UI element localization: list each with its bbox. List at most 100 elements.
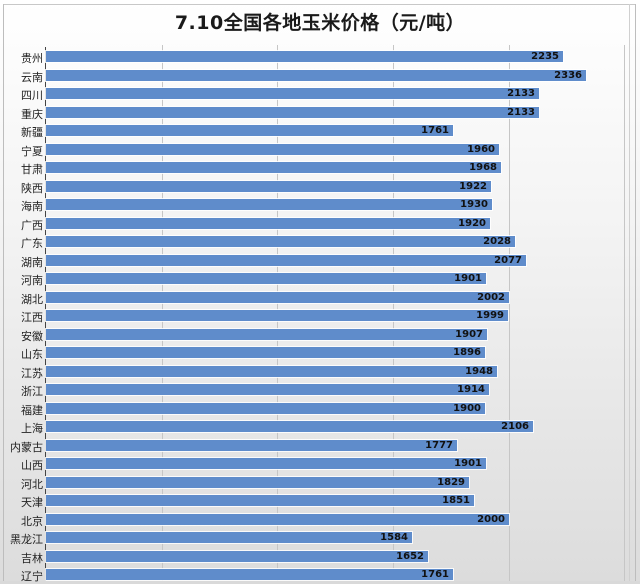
bar: [46, 107, 539, 118]
bar-row: 四川 2133: [0, 85, 640, 103]
category-label: 海南: [21, 198, 43, 214]
category-label: 广东: [21, 235, 43, 251]
category-label: 天津: [21, 494, 43, 510]
bar: [46, 347, 485, 358]
bar: [46, 403, 485, 414]
category-label: 四川: [21, 87, 43, 103]
data-label: 1999: [464, 310, 504, 321]
category-label: 重庆: [21, 106, 43, 122]
bar-row: 山东 1896: [0, 344, 640, 362]
bar-row: 江西 1999: [0, 307, 640, 325]
category-label: 辽宁: [21, 568, 43, 584]
data-label: 1914: [445, 384, 485, 395]
chart-title: 7.10全国各地玉米价格（元/吨）: [0, 8, 640, 35]
data-label: 1901: [442, 458, 482, 469]
data-label: 1901: [442, 273, 482, 284]
bar: [46, 144, 499, 155]
data-label: 1851: [430, 495, 470, 506]
bar-row: 北京 2000: [0, 511, 640, 529]
bar-row: 上海 2106: [0, 418, 640, 436]
bar: [46, 532, 412, 543]
category-label: 上海: [21, 420, 43, 436]
category-label: 江苏: [21, 365, 43, 381]
bar: [46, 384, 489, 395]
data-label: 2235: [519, 51, 559, 62]
bar-row: 广西 1920: [0, 215, 640, 233]
data-label: 2077: [482, 255, 522, 266]
category-label: 陕西: [21, 180, 43, 196]
data-label: 1777: [413, 440, 453, 451]
bar: [46, 329, 487, 340]
bar: [46, 88, 539, 99]
category-label: 内蒙古: [10, 439, 43, 455]
bar: [46, 125, 453, 136]
bar-row: 新疆 1761: [0, 122, 640, 140]
category-label: 江西: [21, 309, 43, 325]
data-label: 2106: [489, 421, 529, 432]
category-label: 贵州: [21, 50, 43, 66]
category-label: 广西: [21, 217, 43, 233]
bar: [46, 551, 428, 562]
data-label: 1584: [368, 532, 408, 543]
category-label: 河南: [21, 272, 43, 288]
data-label: 1948: [453, 366, 493, 377]
data-label: 1761: [409, 125, 449, 136]
bar: [46, 70, 586, 81]
bar: [46, 236, 515, 247]
data-label: 2002: [465, 292, 505, 303]
category-label: 云南: [21, 69, 43, 85]
bar: [46, 310, 508, 321]
bar-row: 浙江 1914: [0, 381, 640, 399]
frame-border: [3, 4, 636, 5]
bar: [46, 514, 509, 525]
bar-row: 福建 1900: [0, 400, 640, 418]
data-label: 1968: [457, 162, 497, 173]
category-label: 北京: [21, 513, 43, 529]
category-label: 河北: [21, 476, 43, 492]
bar-row: 天津 1851: [0, 492, 640, 510]
bar: [46, 292, 509, 303]
bar: [46, 51, 563, 62]
category-label: 福建: [21, 402, 43, 418]
data-label: 1900: [441, 403, 481, 414]
category-label: 湖南: [21, 254, 43, 270]
category-label: 山西: [21, 457, 43, 473]
data-label: 1907: [443, 329, 483, 340]
data-label: 1652: [384, 551, 424, 562]
bar: [46, 440, 457, 451]
data-label: 1920: [446, 218, 486, 229]
bar-row: 贵州 2235: [0, 48, 640, 66]
data-label: 2028: [471, 236, 511, 247]
bar: [46, 421, 533, 432]
bar-row: 湖南 2077: [0, 252, 640, 270]
bar: [46, 366, 497, 377]
bar: [46, 181, 491, 192]
data-label: 1896: [441, 347, 481, 358]
category-label: 黑龙江: [10, 531, 43, 547]
category-label: 浙江: [21, 383, 43, 399]
bar: [46, 477, 469, 488]
data-label: 2133: [495, 88, 535, 99]
bar: [46, 458, 486, 469]
category-label: 山东: [21, 346, 43, 362]
data-label: 2000: [465, 514, 505, 525]
bar-row: 内蒙古 1777: [0, 437, 640, 455]
bar: [46, 218, 490, 229]
bar-row: 山西 1901: [0, 455, 640, 473]
bar-row: 广东 2028: [0, 233, 640, 251]
bar: [46, 255, 526, 266]
data-label: 2133: [495, 107, 535, 118]
category-label: 湖北: [21, 291, 43, 307]
bar: [46, 273, 486, 284]
bar: [46, 569, 453, 580]
category-label: 新疆: [21, 124, 43, 140]
data-label: 1960: [455, 144, 495, 155]
bar-row: 江苏 1948: [0, 363, 640, 381]
